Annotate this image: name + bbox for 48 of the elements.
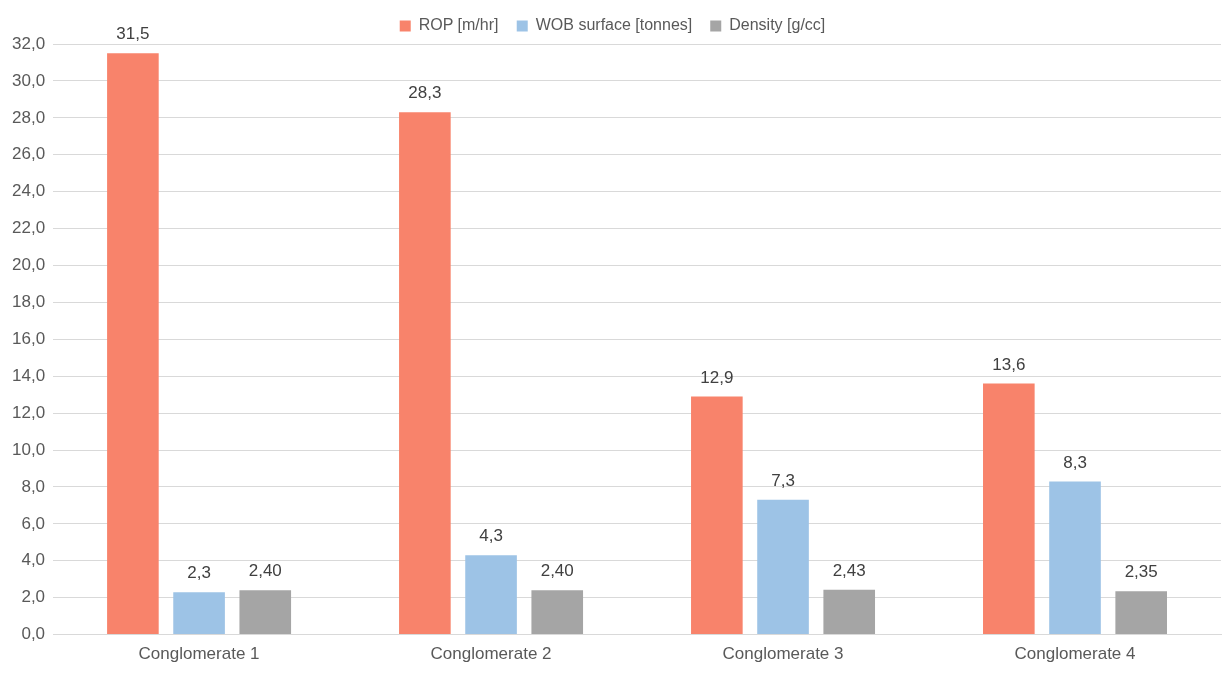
y-tick-label: 16,0: [11, 328, 46, 348]
y-tick-label: 0,0: [21, 624, 46, 644]
y-tick-label: 18,0: [11, 292, 46, 312]
bar: [823, 589, 876, 635]
x-tick-label: Conglomerate 2: [430, 644, 552, 664]
data-label: 2,43: [832, 560, 866, 580]
data-label: 31,5: [116, 24, 150, 44]
bar: [757, 499, 809, 635]
y-tick-label: 32,0: [11, 33, 46, 53]
y-tick-label: 30,0: [11, 70, 46, 90]
y-tick-label: 24,0: [11, 181, 46, 201]
y-tick-label: 4,0: [21, 550, 46, 570]
data-label: 2,3: [187, 563, 211, 583]
y-tick-label: 8,0: [21, 476, 46, 496]
y-tick-label: 28,0: [11, 107, 46, 127]
y-tick-label: 14,0: [11, 365, 46, 385]
data-label: 4,3: [479, 526, 503, 546]
data-label: 2,40: [248, 561, 282, 581]
x-tick-label: Conglomerate 1: [138, 644, 260, 664]
bar: [173, 592, 225, 635]
y-tick-label: 2,0: [21, 587, 46, 607]
y-tick-label: 12,0: [11, 402, 46, 422]
x-tick-label: Conglomerate 3: [722, 644, 844, 664]
data-label: 7,3: [771, 471, 795, 491]
y-tick-label: 6,0: [21, 513, 46, 533]
y-tick-label: 10,0: [11, 439, 46, 459]
bar: [983, 383, 1035, 635]
x-tick-label: Conglomerate 4: [1014, 644, 1136, 664]
bar: [1049, 481, 1101, 635]
data-label: 2,40: [540, 561, 574, 581]
legend-label: WOB surface [tonnes]: [535, 16, 693, 34]
data-label: 28,3: [408, 83, 442, 103]
y-tick-label: 26,0: [11, 144, 46, 164]
bar: [1115, 591, 1167, 635]
bar: [107, 53, 159, 635]
data-label: 13,6: [992, 354, 1026, 374]
bar: [239, 590, 292, 635]
data-label: 2,35: [1124, 562, 1158, 582]
legend-label: ROP [m/hr]: [418, 16, 499, 34]
y-tick-label: 22,0: [11, 218, 46, 238]
bar: [531, 590, 584, 635]
legend-label: Density [g/cc]: [729, 16, 826, 34]
bar: [399, 112, 451, 635]
data-label: 8,3: [1063, 452, 1087, 472]
data-label: 12,9: [700, 367, 734, 387]
bar: [465, 555, 517, 635]
bar: [691, 396, 743, 635]
y-tick-label: 20,0: [11, 255, 46, 275]
